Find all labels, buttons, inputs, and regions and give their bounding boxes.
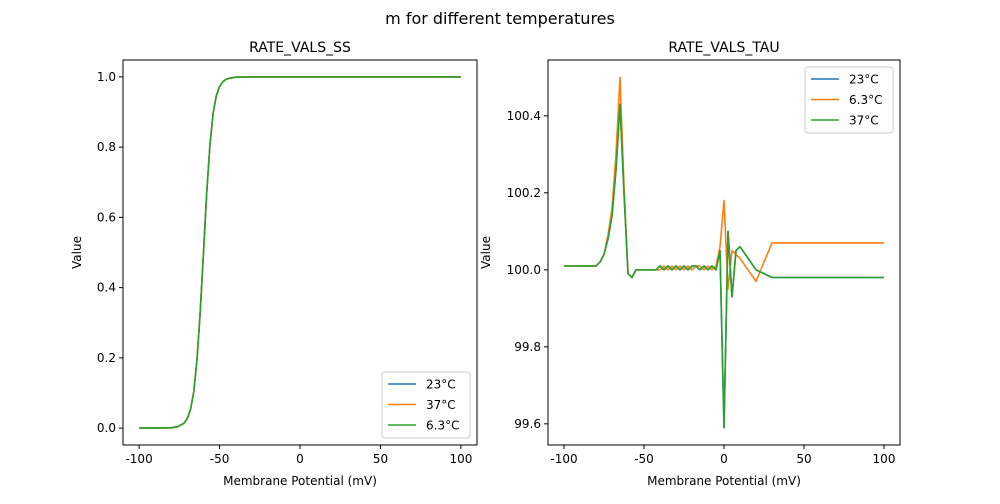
x-axis-label: Membrane Potential (mV) [223,474,377,488]
series-line-2 [564,103,884,429]
figure-suptitle: m for different temperatures [385,9,615,28]
y-tick-label: 0.6 [97,210,116,224]
axes-rate-vals-tau: RATE_VALS_TAU -100 -50 0 50 100 99.6 99.8 100.0 1… [479,40,901,488]
x-tick-label: -50 [634,452,654,466]
x-tick-label: 100 [873,452,896,466]
y-axis-label: Value [479,236,493,269]
legend-label: 6.3°C [849,93,882,107]
x-tick-label: 0 [296,452,304,466]
legend: 23°C 6.3°C 37°C [804,66,894,134]
y-tick-label: 100.2 [507,186,541,200]
axes-title: RATE_VALS_SS [249,40,351,56]
x-tick-label: -100 [550,452,577,466]
legend: 23°C 37°C 6.3°C [381,371,471,439]
x-tick-label: -100 [125,452,152,466]
x-tick-label: 100 [449,452,472,466]
y-tick-label: 0.4 [97,281,116,295]
y-tick-label: 0.0 [97,421,116,435]
x-axis-label: Membrane Potential (mV) [647,474,801,488]
y-tick-label: 100.0 [507,263,541,277]
y-tick-label: 0.2 [97,351,116,365]
series-line-1 [564,76,884,290]
y-tick-label: 99.8 [514,340,541,354]
y-tick-label: 99.6 [514,417,541,431]
legend-label: 37°C [849,114,879,128]
legend-box [381,371,471,439]
legend-label: 37°C [426,398,456,412]
legend-box [804,66,894,134]
x-tick-label: 0 [720,452,728,466]
y-tick-label: 1.0 [97,70,116,84]
axes-rate-vals-ss: RATE_VALS_SS -100 -50 0 50 100 0.0 0.2 0.4 0.6 0.8… [70,40,478,488]
legend-label: 23°C [849,73,879,87]
axes-title: RATE_VALS_TAU [668,40,779,56]
legend-label: 23°C [426,378,456,392]
y-axis-label: Value [70,236,84,269]
series-line-2 [139,76,461,429]
series-line-0 [564,103,884,429]
x-tick-label: 50 [373,452,388,466]
y-tick-label: 0.8 [97,140,116,154]
x-tick-label: -50 [210,452,230,466]
x-tick-label: 50 [796,452,811,466]
y-tick-label: 100.4 [507,109,541,123]
legend-label: 6.3°C [426,419,459,433]
